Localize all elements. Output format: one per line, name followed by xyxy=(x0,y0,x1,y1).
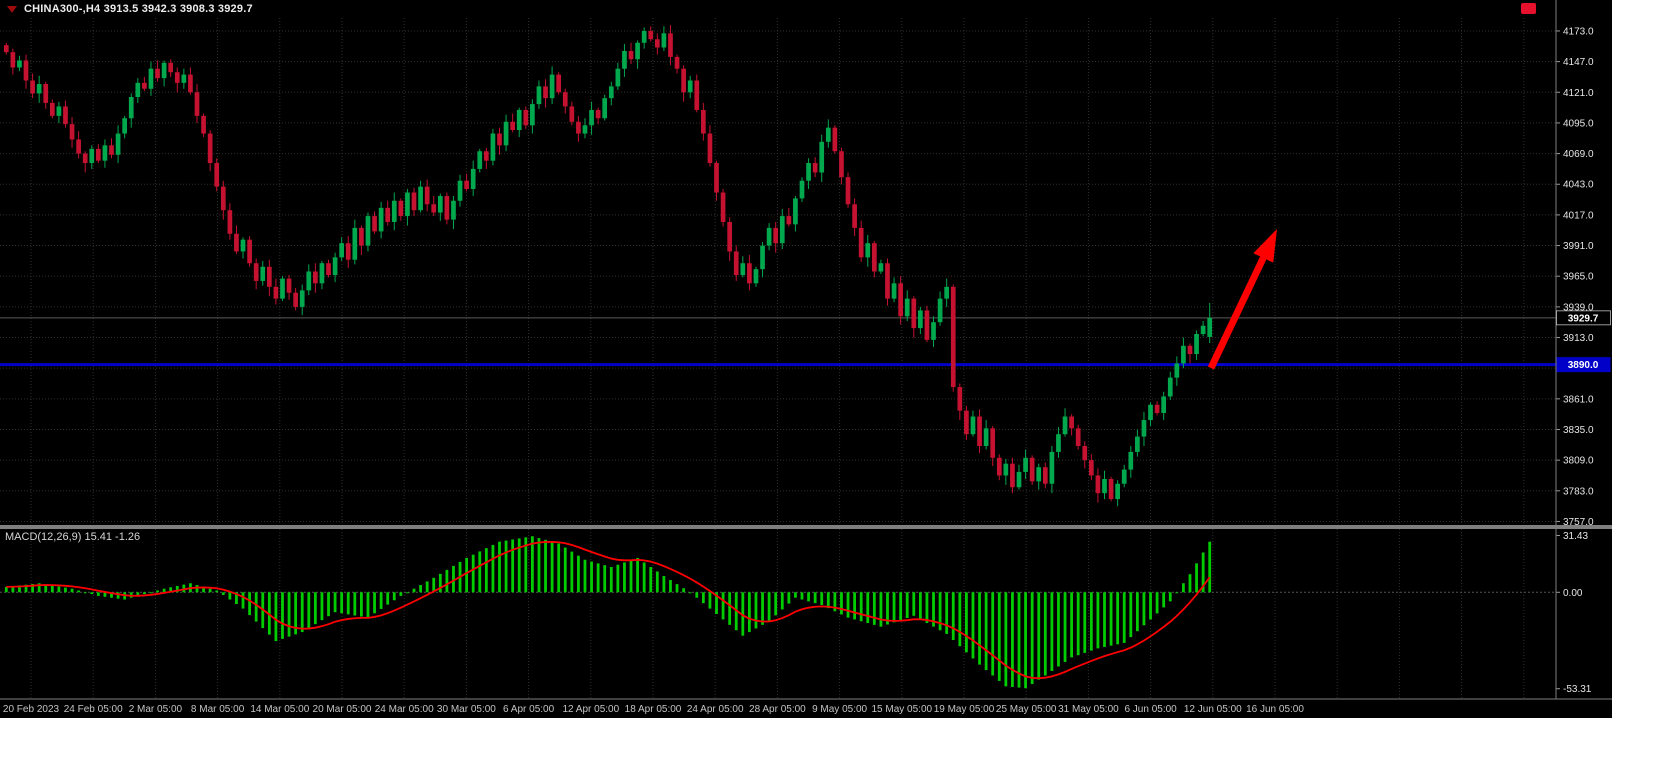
axis-label: 4095.0 xyxy=(1563,118,1594,129)
axis-label: 9 May 05:00 xyxy=(812,704,867,715)
panel-separator[interactable] xyxy=(0,525,1612,529)
axis-label: 8 Mar 05:00 xyxy=(191,704,245,715)
axis-label: 12 Apr 05:00 xyxy=(562,704,619,715)
axis-label: 3939.0 xyxy=(1563,302,1594,313)
axis-label: 4069.0 xyxy=(1563,149,1594,160)
price-grid xyxy=(0,30,1556,522)
hline-price-badge xyxy=(1556,357,1611,373)
macd-signal-line xyxy=(6,541,1211,680)
chart-canvas[interactable]: 4173.0 4147.0 4121.0 4095.0 4069.0 4043.0 4017… xyxy=(0,0,1612,718)
trend-arrow[interactable] xyxy=(1207,229,1277,370)
price-badges: 3890.0 3929.7 xyxy=(1556,310,1611,373)
axis-label: 20 Mar 05:00 xyxy=(313,704,372,715)
window-bottom-margin xyxy=(0,718,1665,765)
axis-label: 18 Apr 05:00 xyxy=(625,704,682,715)
axis-label: 3757.0 xyxy=(1563,517,1594,528)
macd-indicator-label: MACD(12,26,9) 15.41 -1.26 xyxy=(5,531,141,543)
axis-label: 3991.0 xyxy=(1563,241,1594,252)
axis-label: 25 May 05:00 xyxy=(996,704,1057,715)
axis-label: 19 May 05:00 xyxy=(934,704,995,715)
axis-label: 3913.0 xyxy=(1563,333,1594,344)
axis-label: 30 Mar 05:00 xyxy=(437,704,496,715)
axis-label: 24 Feb 05:00 xyxy=(64,704,123,715)
axis-label: 16 Jun 05:00 xyxy=(1246,704,1304,715)
axis-label: 6 Apr 05:00 xyxy=(503,704,555,715)
window-right-margin xyxy=(1612,0,1665,718)
time-axis: 20 Feb 2023 24 Feb 05:00 2 Mar 05:00 8 Mar … xyxy=(3,704,1304,715)
axis-label: 12 Jun 05:00 xyxy=(1184,704,1242,715)
chart-title-bar: CHINA300-,H4 3913.5 3942.3 3908.3 3929.7 xyxy=(0,0,1612,18)
axis-label: 4173.0 xyxy=(1563,26,1594,37)
axis-label: 31.43 xyxy=(1563,531,1588,542)
axis-label: 3809.0 xyxy=(1563,456,1594,467)
axis-label: 3890.0 xyxy=(1568,360,1599,371)
axis-label: 6 Jun 05:00 xyxy=(1124,704,1177,715)
axis-label: 3783.0 xyxy=(1563,486,1594,497)
axis-label: 4043.0 xyxy=(1563,180,1594,191)
axis-label: 0.00 xyxy=(1563,588,1583,599)
axis-label: 20 Feb 2023 xyxy=(3,704,60,715)
corner-red-icon[interactable] xyxy=(1521,3,1536,14)
macd-axis: 31.43 0.00 -53.31 xyxy=(1556,531,1592,695)
axis-label: 14 Mar 05:00 xyxy=(250,704,309,715)
axis-label: 4017.0 xyxy=(1563,210,1594,221)
axis-label: 31 May 05:00 xyxy=(1058,704,1119,715)
axis-label: 15 May 05:00 xyxy=(871,704,932,715)
macd-histogram xyxy=(4,536,1212,689)
axis-label: 28 Apr 05:00 xyxy=(749,704,806,715)
symbol-ohlc-title: CHINA300-,H4 3913.5 3942.3 3908.3 3929.7 xyxy=(24,3,253,15)
candlestick-series xyxy=(3,25,1213,507)
axis-label: 3929.7 xyxy=(1568,313,1599,324)
current-price-badge xyxy=(1556,310,1611,326)
axis-label: 4147.0 xyxy=(1563,57,1594,68)
axis-label: 2 Mar 05:00 xyxy=(129,704,183,715)
axis-label: 24 Apr 05:00 xyxy=(687,704,744,715)
axis-label: -53.31 xyxy=(1563,684,1592,695)
axis-label: 24 Mar 05:00 xyxy=(375,704,434,715)
axis-label: 3861.0 xyxy=(1563,394,1594,405)
symbol-dropdown-icon[interactable] xyxy=(7,5,17,13)
axis-label: 3835.0 xyxy=(1563,425,1594,436)
axis-label: 4121.0 xyxy=(1563,88,1594,99)
axis-label: 3965.0 xyxy=(1563,272,1594,283)
chart-background xyxy=(0,0,1612,718)
